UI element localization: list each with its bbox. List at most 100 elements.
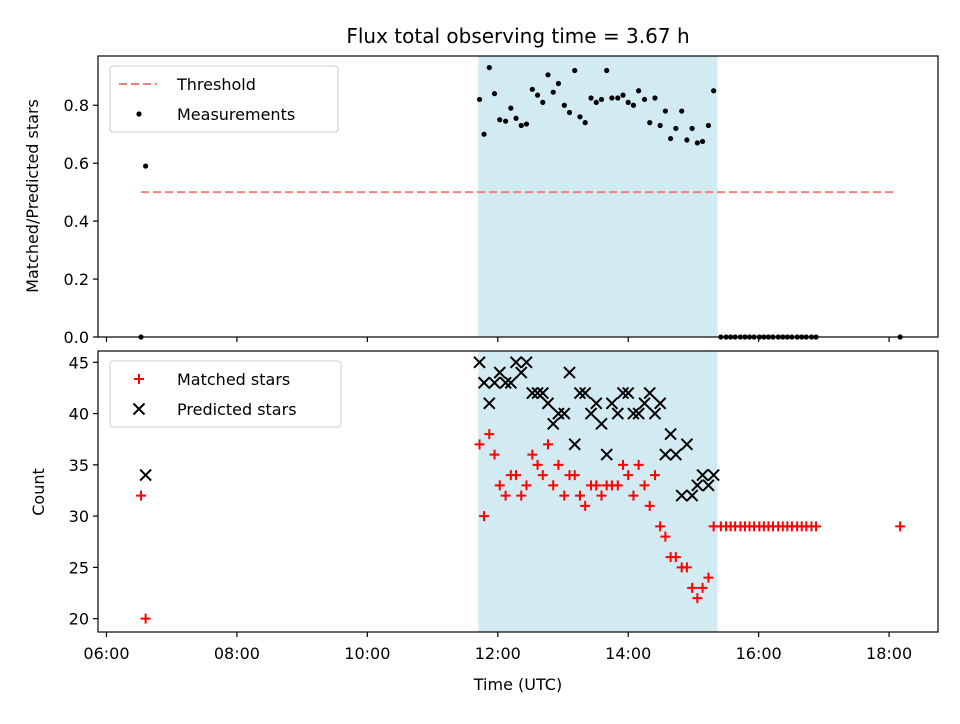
- bottom-series-1: [139, 356, 720, 502]
- bottom-y-axis-label: Count: [29, 468, 48, 516]
- bottom-series-1-point-22: [584, 407, 598, 420]
- bottom-series-1-point-37: [664, 427, 677, 441]
- bottom-y-tick-label-5: 45: [69, 353, 89, 372]
- bottom-series-0-point-44: [697, 582, 708, 593]
- bottom-series-0-point-33: [639, 480, 650, 491]
- top-series-0-point-25: [598, 96, 605, 103]
- bottom-series-1-point-16: [552, 407, 565, 420]
- bottom-series-0-point-17: [553, 459, 564, 470]
- bottom-panel: 20 25 30 35 40 45 06:00 08:00 10:00 12:00 14:00 16:…: [69, 350, 939, 663]
- top-series-0-point-30: [625, 99, 631, 105]
- bottom-series-0-point-28: [612, 480, 623, 491]
- top-series-0-point-19: [566, 109, 573, 116]
- bottom-series-1-point-39: [675, 489, 688, 502]
- bottom-series-1-point-27: [611, 407, 624, 420]
- top-series-0-point-32: [636, 88, 642, 94]
- bottom-legend-label-1: Predicted stars: [177, 400, 297, 419]
- bottom-series-0-point-39: [670, 552, 681, 563]
- top-series-0-point-27: [609, 95, 615, 101]
- top-series-0-point-5: [491, 91, 498, 97]
- top-legend-box: [109, 65, 339, 133]
- top-series-0-point-39: [673, 125, 679, 132]
- bottom-series-0-point-36: [655, 521, 666, 532]
- bottom-series-0-point-7: [500, 490, 511, 501]
- bottom-series-0-point-1: [140, 613, 151, 624]
- top-series-0-point-42: [689, 125, 695, 132]
- top-axes-frame: [97, 55, 939, 338]
- top-legend-label-0: Threshold: [176, 75, 256, 94]
- bottom-series-0: [136, 429, 906, 624]
- top-series-0-point-6: [497, 117, 503, 123]
- bottom-series-1-point-1: [473, 356, 486, 369]
- bottom-series-0-point-30: [623, 470, 634, 481]
- bottom-series-0-point-24: [591, 480, 602, 491]
- x-axis-label: Time (UTC): [473, 675, 562, 694]
- top-series-0-point-12: [529, 86, 535, 92]
- top-series-0-point-40: [679, 108, 685, 114]
- bottom-series-1-point-20: [573, 386, 587, 400]
- bottom-series-0-point-45: [703, 572, 714, 583]
- bottom-y-tick-label-4: 40: [69, 405, 89, 424]
- bottom-series-1-point-3: [483, 397, 496, 410]
- top-series-0-point-3: [481, 131, 487, 137]
- bottom-series-1-point-31: [632, 407, 645, 420]
- legend-1-swatch: [132, 402, 146, 416]
- top-observing-span: [478, 56, 718, 337]
- top-series-0-point-38: [668, 135, 674, 142]
- top-series-0-point-33: [641, 96, 648, 103]
- bottom-series-1-point-9: [515, 366, 528, 379]
- bottom-series-1-point-18: [563, 366, 576, 379]
- bottom-series-0-point-2: [474, 439, 485, 450]
- top-series-0-point-1: [143, 163, 149, 169]
- bottom-series-1-point-6: [499, 376, 512, 389]
- chart-title: Flux total observing time = 3.67 h: [346, 24, 689, 48]
- bottom-series-1-point-30: [627, 407, 640, 420]
- top-series-0-point-28: [615, 95, 621, 101]
- bottom-series-1-point-8: [509, 356, 523, 369]
- bottom-series-0-point-13: [532, 459, 543, 470]
- bottom-series-0-point-37: [660, 531, 671, 542]
- bottom-series-0-point-32: [633, 459, 644, 470]
- top-series-0-point-2: [476, 96, 483, 103]
- bottom-series-0-point-67: [811, 521, 822, 532]
- x-tick-label-0: 06:00: [83, 644, 129, 663]
- bottom-axes-frame: [97, 350, 939, 633]
- bottom-series-1-point-24: [595, 417, 608, 431]
- bottom-series-0-point-25: [596, 490, 607, 501]
- bottom-series-1-point-43: [696, 468, 709, 482]
- bottom-series-1-point-28: [616, 386, 630, 400]
- top-panel: 0.0 0.2 0.4 0.6 0.8 Threshold Measurements: [64, 55, 939, 347]
- x-tick-label-4: 14:00: [605, 644, 651, 663]
- top-series-0-point-4: [486, 64, 492, 71]
- top-y-tick-label-2: 0.4: [64, 212, 89, 231]
- bottom-series-0-point-29: [618, 459, 628, 470]
- top-y-tick-label-4: 0.8: [64, 96, 89, 115]
- top-series-0-point-10: [518, 122, 524, 129]
- bottom-series-0-point-12: [527, 449, 538, 460]
- top-series-0-point-7: [503, 118, 509, 124]
- bottom-y-tick-label-2: 30: [69, 507, 89, 526]
- x-tick-label-3: 12:00: [475, 644, 521, 663]
- legend-1-swatch: [136, 111, 142, 117]
- bottom-series-1-point-21: [578, 386, 592, 400]
- bottom-series-1-point-42: [691, 479, 704, 492]
- top-series-0-point-20: [572, 67, 578, 74]
- bottom-series-0-point-0: [136, 490, 147, 501]
- top-series-0-point-31: [630, 102, 637, 108]
- bottom-series-0-point-18: [559, 490, 570, 501]
- top-legend-label-1: Measurements: [177, 105, 295, 124]
- top-series-0-point-43: [694, 140, 700, 146]
- top-series-0-point-44: [699, 138, 706, 145]
- bottom-series-0-point-34: [644, 500, 655, 511]
- top-series-0-point-15: [545, 72, 551, 78]
- top-series-0-point-34: [647, 120, 653, 126]
- bottom-series-1-point-25: [600, 448, 613, 461]
- bottom-series-1-point-36: [659, 448, 672, 461]
- top-y-tick-label-3: 0.6: [64, 154, 89, 173]
- bottom-series-0-point-68: [895, 521, 906, 532]
- bottom-y-tick-label-0: 20: [69, 610, 89, 629]
- bottom-series-1-point-41: [685, 489, 699, 502]
- bottom-series-0-point-20: [569, 470, 580, 481]
- bottom-series-1-point-0: [139, 468, 152, 482]
- bottom-series-1-point-14: [541, 397, 555, 410]
